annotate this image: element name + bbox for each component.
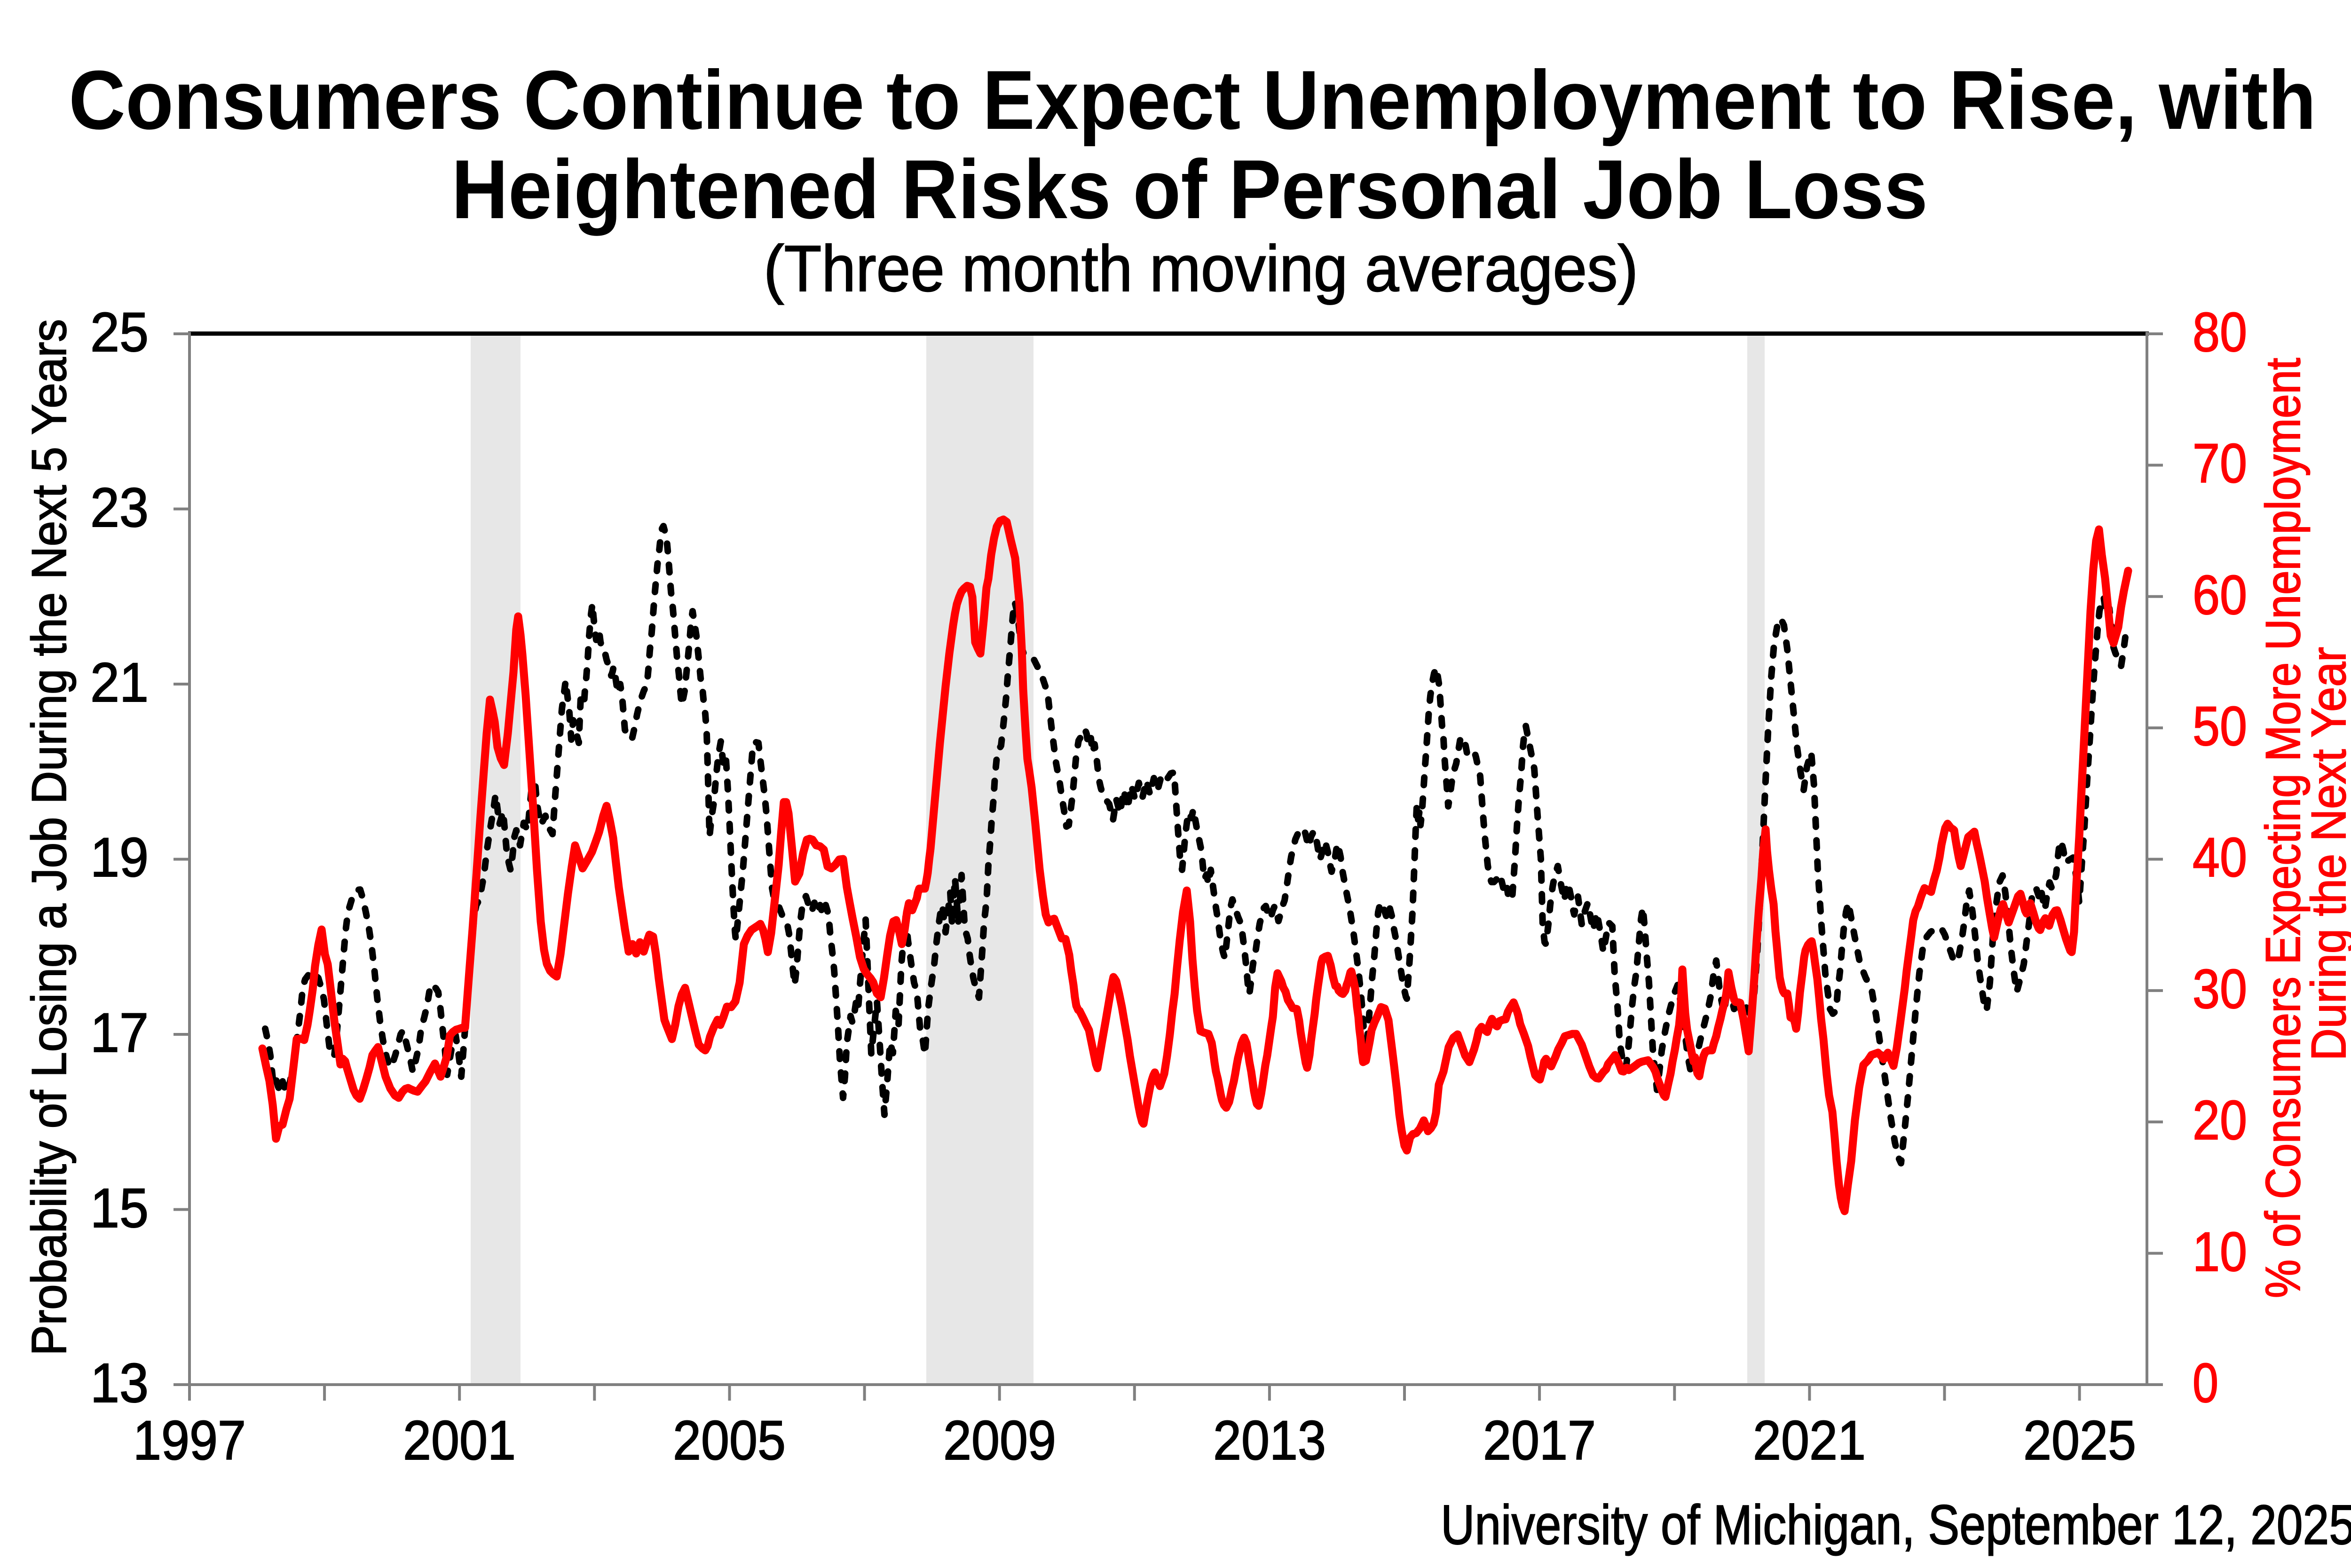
svg-text:2017: 2017 bbox=[1483, 1410, 1596, 1472]
svg-text:60: 60 bbox=[2193, 564, 2247, 626]
svg-text:10: 10 bbox=[2193, 1221, 2247, 1283]
svg-text:1997: 1997 bbox=[133, 1410, 246, 1472]
svg-text:15: 15 bbox=[90, 1177, 149, 1239]
svg-text:30: 30 bbox=[2193, 958, 2247, 1020]
svg-text:2013: 2013 bbox=[1213, 1410, 1326, 1472]
svg-text:During the Next Year: During the Next Year bbox=[2302, 647, 2351, 1061]
svg-text:23: 23 bbox=[90, 477, 149, 539]
svg-text:Consumers Continue to Expect U: Consumers Continue to Expect Unemploymen… bbox=[69, 53, 2316, 147]
svg-text:2005: 2005 bbox=[673, 1410, 786, 1472]
svg-text:25: 25 bbox=[90, 301, 149, 363]
svg-text:21: 21 bbox=[90, 652, 149, 714]
svg-text:0: 0 bbox=[2193, 1352, 2218, 1414]
svg-text:50: 50 bbox=[2193, 695, 2247, 757]
svg-text:2009: 2009 bbox=[943, 1410, 1056, 1472]
svg-text:17: 17 bbox=[90, 1002, 149, 1064]
svg-text:2001: 2001 bbox=[403, 1410, 516, 1472]
svg-text:40: 40 bbox=[2193, 827, 2247, 889]
svg-text:Heightened Risks of Personal J: Heightened Risks of Personal Job Loss bbox=[451, 142, 1928, 236]
svg-text:70: 70 bbox=[2193, 433, 2247, 495]
svg-text:Probability of Losing a Job Du: Probability of Losing a Job During the N… bbox=[22, 319, 77, 1356]
svg-text:80: 80 bbox=[2193, 301, 2247, 363]
svg-text:2021: 2021 bbox=[1753, 1410, 1866, 1472]
svg-text:2025: 2025 bbox=[2023, 1410, 2136, 1472]
svg-text:19: 19 bbox=[90, 827, 149, 889]
svg-text:20: 20 bbox=[2193, 1089, 2247, 1151]
svg-text:University of Michigan, Septem: University of Michigan, September 12, 20… bbox=[1441, 1494, 2351, 1556]
svg-text:% of Consumers Expecting More: % of Consumers Expecting More Unemployme… bbox=[2256, 358, 2311, 1298]
svg-text:(Three month moving averages): (Three month moving averages) bbox=[764, 232, 1638, 305]
svg-text:13: 13 bbox=[90, 1352, 149, 1414]
